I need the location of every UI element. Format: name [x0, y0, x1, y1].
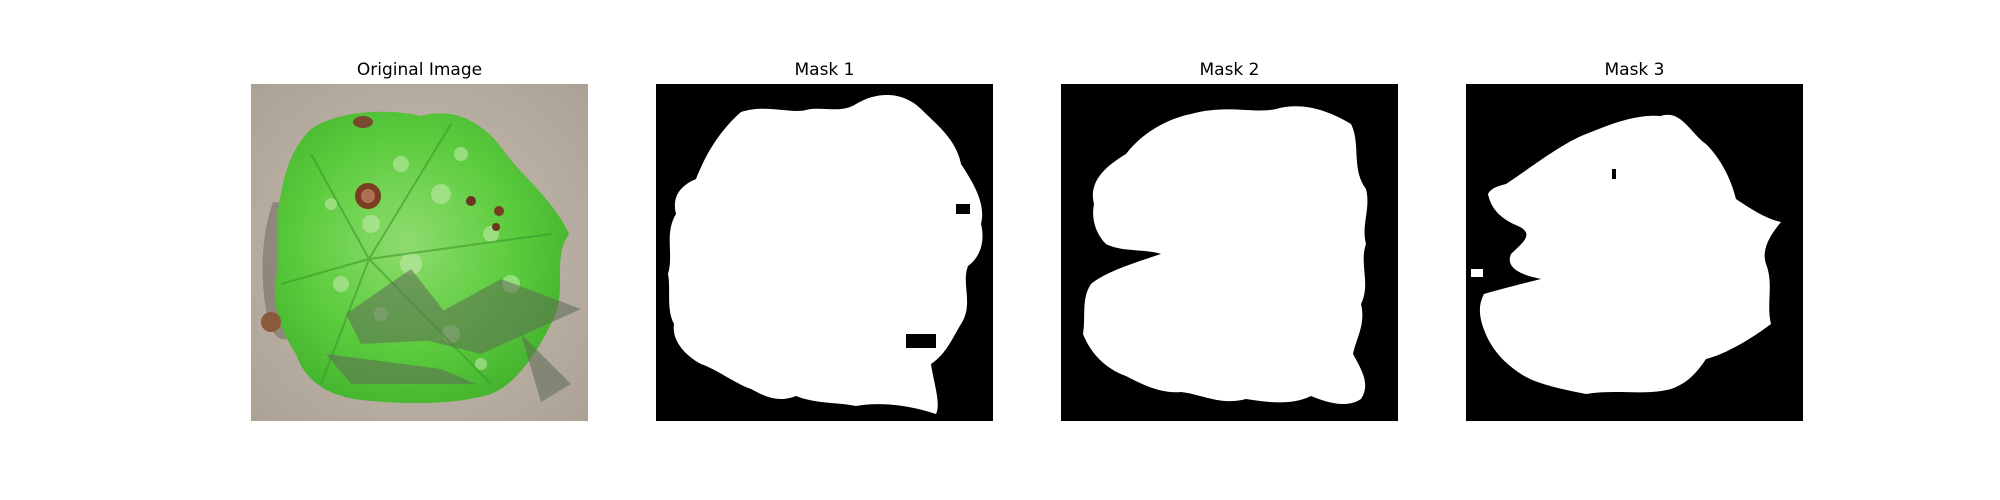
panel-title-mask-1: Mask 1	[794, 60, 855, 80]
mask-3-image	[1466, 84, 1803, 421]
mask-1-image	[656, 84, 993, 421]
panel-title-mask-3: Mask 3	[1604, 60, 1665, 80]
mask-2-image	[1061, 84, 1398, 421]
panel-title-original: Original Image	[356, 60, 483, 80]
original-image	[251, 84, 588, 421]
panel-title-mask-2: Mask 2	[1199, 60, 1260, 80]
